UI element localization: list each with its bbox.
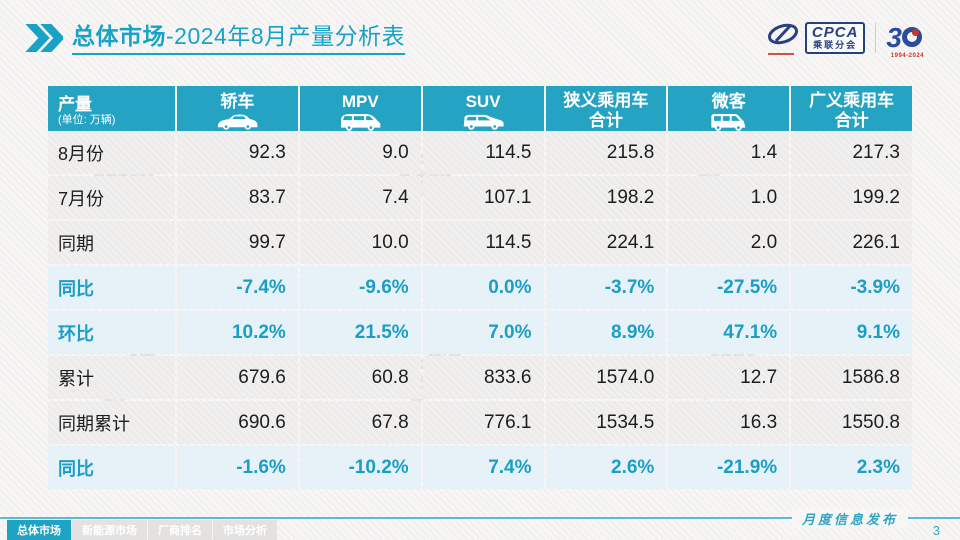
table-cell: 8.9% (545, 311, 667, 354)
table-cell: 114.5 (422, 221, 544, 264)
table-cell: 679.6 (177, 356, 298, 399)
column-header-suv: SUV (422, 86, 544, 136)
anniversary-ring-icon (902, 26, 922, 47)
table-cell: 217.3 (791, 131, 912, 174)
footer-tabs: 总体市场 新能源市场 厂商排名 市场分析 (7, 520, 277, 540)
slide-header: 总体市场-2024年8月产量分析表 (25, 22, 406, 55)
table-cell: 16.3 (668, 401, 789, 444)
column-header-narrow-pv-total: 狭义乘用车 合计 (545, 86, 667, 136)
row-label: 同比 (48, 266, 175, 309)
table-cell: 21.5% (299, 311, 421, 354)
table-cell: -7.4% (177, 266, 298, 309)
table-cell: 1586.8 (791, 356, 912, 399)
table-cell: 1550.8 (791, 401, 912, 444)
table-cell: 215.8 (545, 131, 667, 174)
page-title-section: 总体市场 (72, 23, 166, 49)
table-cell: 199.2 (791, 176, 912, 219)
table-cell: 9.1% (791, 311, 912, 354)
cpca-redline (767, 53, 794, 56)
table-cell: 107.1 (422, 176, 544, 219)
row-label: 同期累计 (48, 401, 175, 444)
table-cell: 9.0 (299, 131, 421, 174)
sedan-icon (215, 112, 259, 130)
table-cell: 7.0% (422, 311, 544, 354)
table-cell: 10.2% (177, 311, 298, 354)
table-cell: 690.6 (177, 401, 298, 444)
footer-tab-厂商排名[interactable]: 厂商排名 (148, 520, 212, 540)
table-cell: 12.7 (668, 356, 789, 399)
column-header-category: 产量 (单位: 万辆) (48, 86, 175, 136)
table-cell: 224.1 (545, 221, 667, 264)
cpca-subtitle: 乘联分会 (813, 40, 858, 50)
table-cell: 2.3% (791, 446, 912, 489)
footer-divider-line (0, 517, 960, 519)
row-label: 环比 (48, 311, 175, 354)
table-cell: 60.8 (299, 356, 421, 399)
footer-note: 月度信息发布 (791, 509, 908, 528)
suv-icon (461, 112, 505, 131)
row-label: 同期 (48, 221, 175, 264)
row-label: 累计 (48, 356, 175, 399)
footer-tab-新能源市场[interactable]: 新能源市场 (72, 520, 147, 540)
cpca-logo: CPCA 乘联分会 (766, 22, 866, 56)
table-cell: 83.7 (177, 176, 298, 219)
table-cell: 776.1 (422, 401, 544, 444)
column-header-sedan: 轿车 (177, 86, 298, 136)
table-cell: 226.1 (791, 221, 912, 264)
column-header-microvan: 微客 (668, 86, 790, 136)
row-label: 7月份 (48, 176, 175, 219)
column-header-mpv: MPV (299, 86, 421, 136)
table-cell: 67.8 (299, 401, 421, 444)
table-cell: -27.5% (668, 266, 790, 309)
table-cell: 1.0 (668, 176, 789, 219)
table-cell: -1.6% (177, 446, 298, 489)
table-cell: 99.7 (177, 221, 298, 264)
table-cell: 1534.5 (545, 401, 667, 444)
table-cell: 114.5 (422, 131, 544, 174)
column-header-broad-pv-total: 广义乘用车 合计 (791, 86, 912, 136)
cpca-swoosh-icon (766, 23, 800, 56)
van-icon (708, 112, 750, 131)
logo-divider (875, 22, 877, 53)
anniversary-30-logo: 3 1994-2024 (886, 21, 923, 59)
page-title: 总体市场-2024年8月产量分析表 (72, 22, 406, 55)
table-cell: -10.2% (299, 446, 421, 489)
table-cell: 833.6 (422, 356, 544, 399)
table-cell: -9.6% (299, 266, 421, 309)
chevron-right-icon (25, 24, 63, 53)
table-cell: 1574.0 (545, 356, 667, 399)
table-cell: -3.9% (791, 266, 912, 309)
table-cell: 198.2 (545, 176, 667, 219)
footer-tab-总体市场[interactable]: 总体市场 (7, 520, 71, 540)
cpca-word: CPCA (811, 24, 859, 41)
table-cell: 47.1% (668, 311, 790, 354)
table-cell: -3.7% (545, 266, 667, 309)
table-cell: 1.4 (668, 131, 789, 174)
logo-area: CPCA 乘联分会 3 1994-2024 (766, 21, 923, 59)
anniversary-number: 3 (886, 21, 902, 53)
mpv-icon (338, 112, 382, 131)
page-title-rest: -2024年8月产量分析表 (166, 23, 406, 49)
table-cell: -21.9% (668, 446, 790, 489)
page-number: 3 (932, 523, 940, 538)
table-cell: 2.6% (545, 446, 667, 489)
table-cell: 0.0% (422, 266, 544, 309)
table-cell: 7.4 (299, 176, 421, 219)
row-label: 同比 (48, 446, 175, 489)
table-cell: 92.3 (177, 131, 298, 174)
production-table: 产量 (单位: 万辆) 轿车 MPV SUV 狭义乘用车 合计 微客 广义乘用车 合计 8月份 92.… (48, 86, 912, 489)
table-cell: 7.4% (422, 446, 544, 489)
table-cell: 2.0 (668, 221, 789, 264)
row-label: 8月份 (48, 131, 175, 174)
cpca-wordmark: CPCA 乘联分会 (804, 22, 866, 54)
anniversary-dot (912, 28, 919, 36)
footer-tab-市场分析[interactable]: 市场分析 (213, 520, 277, 540)
table-cell: 10.0 (299, 221, 421, 264)
anniversary-years: 1994-2024 (890, 52, 924, 59)
